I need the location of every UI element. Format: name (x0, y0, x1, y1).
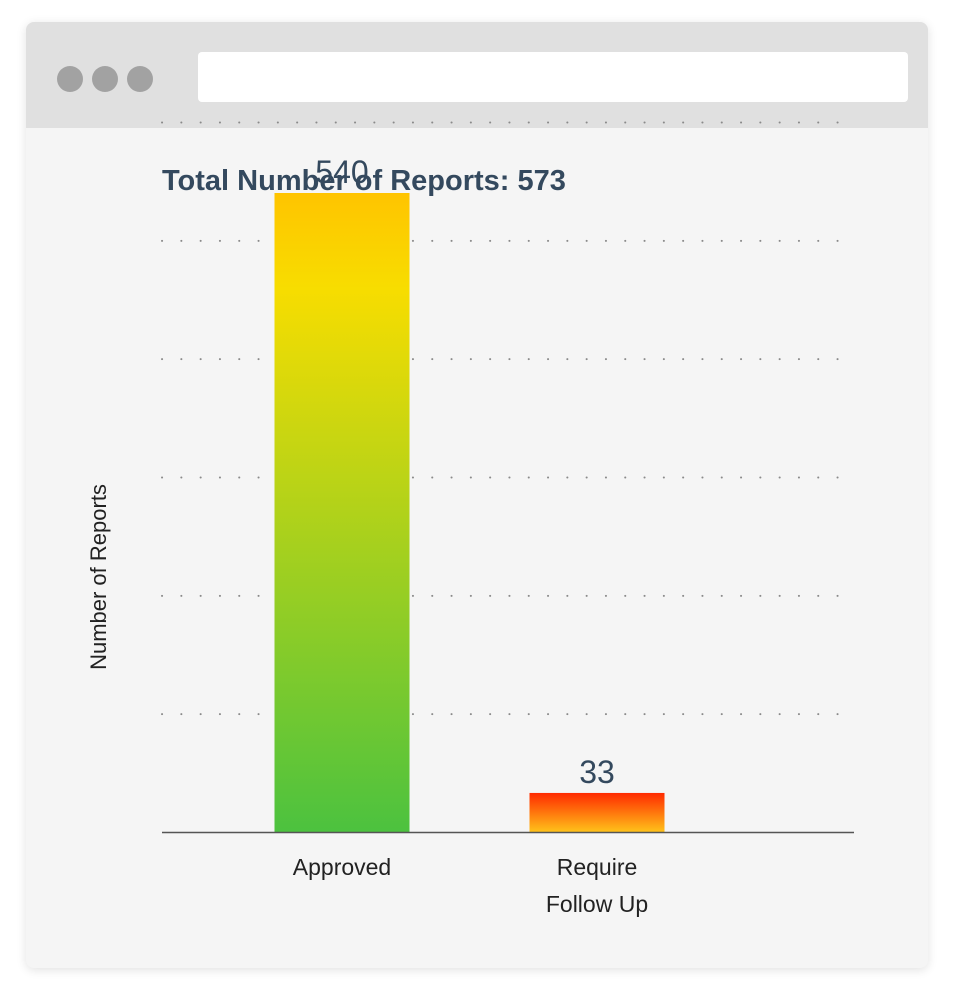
bar-require-follow-up[interactable] (529, 792, 665, 832)
bar-approved[interactable] (274, 193, 410, 832)
bars-group: 540 33 (274, 154, 665, 832)
window-maximize-dot-icon[interactable] (127, 66, 153, 92)
address-bar[interactable] (198, 52, 908, 102)
window-close-dot-icon[interactable] (57, 66, 83, 92)
chart-title: Total Number of Reports: 573 (162, 165, 566, 197)
bar-chart: Total Number of Reports: 573 Number of R… (86, 121, 855, 917)
browser-window: Total Number of Reports: 573 Number of R… (26, 22, 928, 968)
window-minimize-dot-icon[interactable] (92, 66, 118, 92)
grid-lines (161, 121, 855, 716)
y-axis-label: Number of Reports (86, 484, 111, 670)
x-tick-label: Require (557, 854, 638, 880)
x-tick-label: Approved (293, 854, 391, 880)
bar-value-label: 33 (579, 754, 615, 790)
x-tick-label: Follow Up (546, 891, 648, 917)
x-tick-labels: Approved Require Follow Up (293, 854, 648, 917)
browser-titlebar (26, 22, 928, 128)
bar-value-label: 540 (315, 154, 368, 190)
